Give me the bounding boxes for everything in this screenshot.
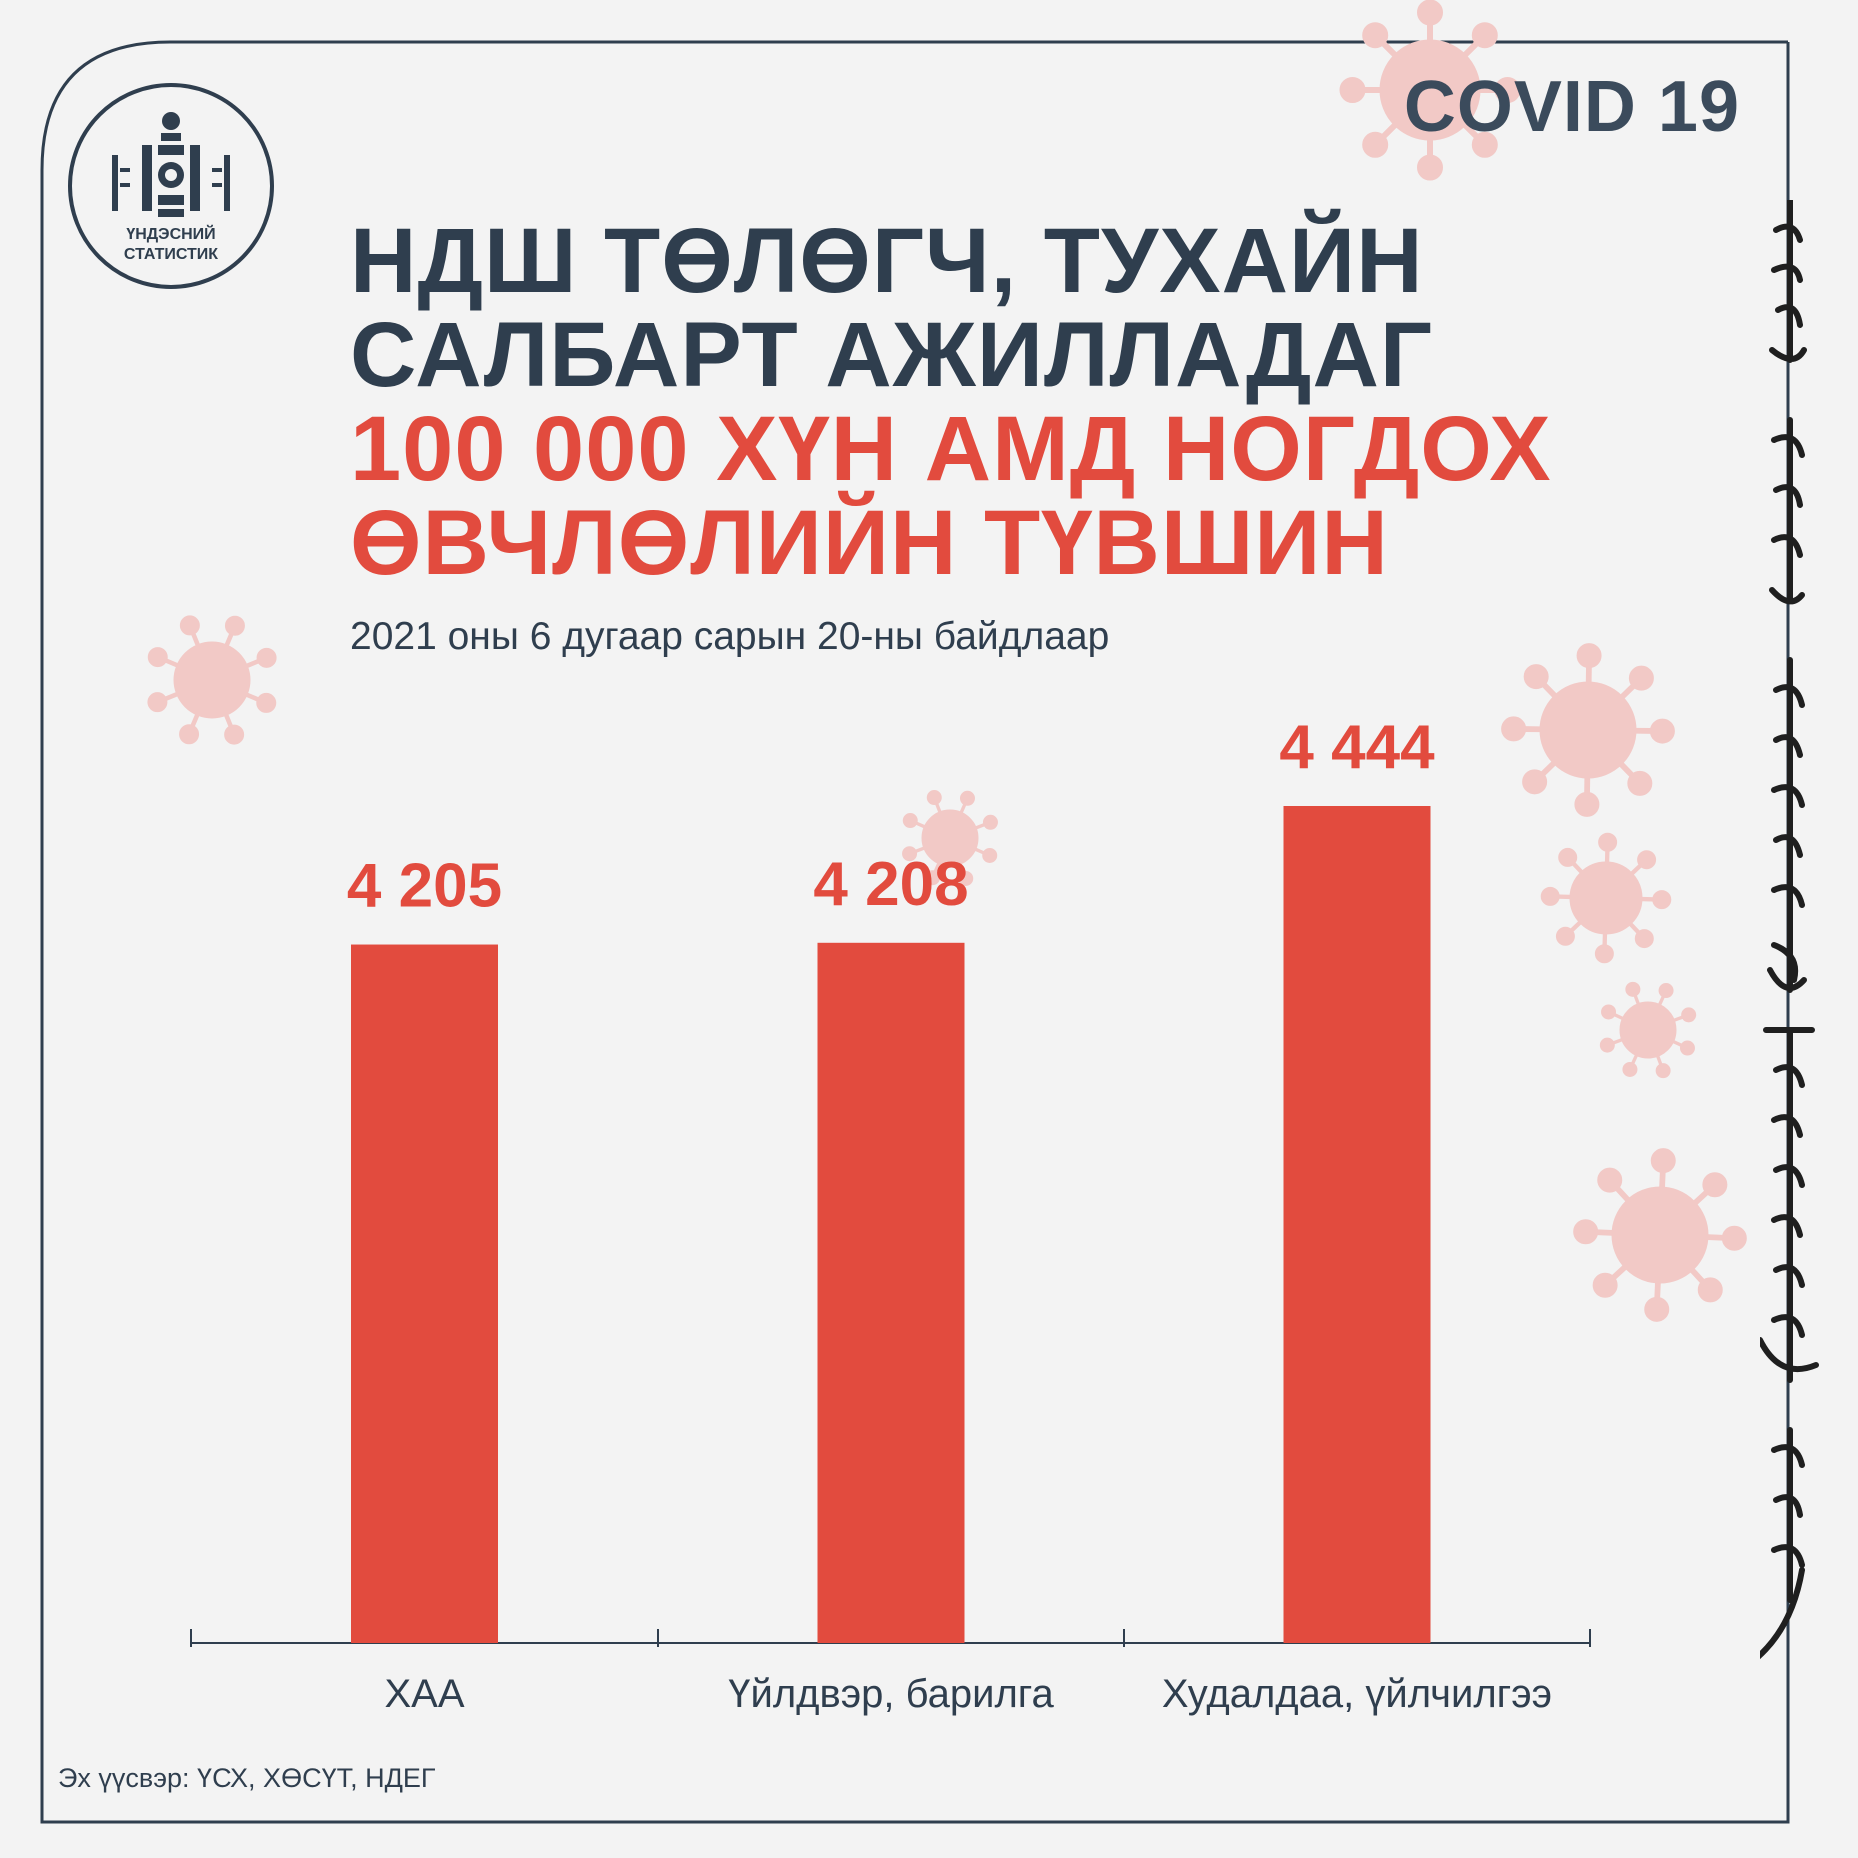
virus-icon	[147, 615, 277, 745]
data-label: 4 205	[347, 852, 502, 921]
virus-icon	[1339, 0, 1521, 181]
subtitle: 2021 оны 6 дугаар сарын 20-ны байдлаар	[350, 615, 1110, 658]
bar	[1283, 806, 1431, 1643]
title-line-1: НДШ ТӨЛӨГЧ, ТУХАЙН	[350, 210, 1424, 312]
virus-decorations	[147, 0, 1747, 1322]
covid-badge: COVID 19	[1403, 67, 1740, 147]
bar	[817, 942, 965, 1643]
virus-icon	[1501, 643, 1675, 817]
virus-icon	[902, 790, 998, 886]
category-label: ХАА	[384, 1672, 464, 1716]
logo: ҮНДЭСНИЙ СТАТИСТИК	[68, 83, 274, 289]
title-line-4: ӨВЧЛӨЛИЙН ТҮВШИН	[350, 492, 1389, 594]
category-label: Худалдаа, үйлчилгээ	[1162, 1672, 1552, 1716]
source-note: Эх үүсвэр: ҮСХ, ХӨСҮТ, НДЕГ	[58, 1763, 436, 1793]
virus-icon	[1540, 832, 1672, 964]
bar	[351, 944, 498, 1643]
frame-border	[40, 40, 1790, 1824]
data-label: 4 208	[813, 850, 968, 919]
mongolian-script-decoration	[1760, 200, 1819, 1659]
virus-icon	[1573, 1148, 1747, 1322]
virus-icon	[1599, 981, 1697, 1079]
title-line-2: САЛБАРТ АЖИЛЛАДАГ	[350, 304, 1434, 406]
title-line-3: 100 000 ХҮН АМД НОГДОХ	[350, 398, 1552, 500]
national-emblem-icon	[112, 112, 230, 217]
logo-text-line1: ҮНДЭСНИЙ	[126, 226, 216, 243]
data-label: 4 444	[1279, 713, 1435, 782]
logo-text-line2: СТАТИСТИК	[123, 246, 219, 263]
category-label: Үйлдвэр, барилга	[728, 1672, 1054, 1716]
